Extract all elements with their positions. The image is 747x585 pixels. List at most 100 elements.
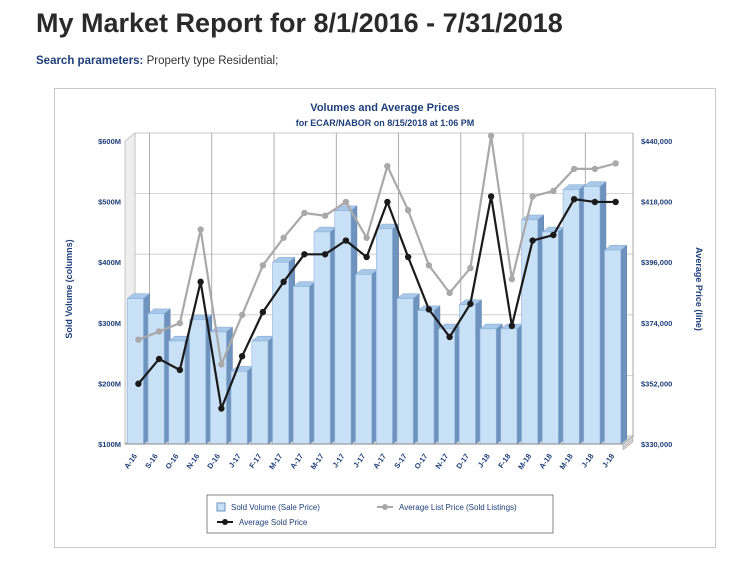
list-price-point [321, 212, 329, 219]
left-tick-label: $200M [98, 379, 121, 388]
list-price-point [342, 198, 350, 206]
list-price-point [238, 311, 246, 319]
chart-title: Volumes and Average Prices [310, 102, 459, 114]
category-label: J-18 [580, 452, 596, 469]
list-price-point [591, 165, 599, 173]
category-label: S-17 [392, 452, 408, 470]
bar-group [292, 281, 317, 445]
list-price-point [508, 275, 516, 283]
list-price-point [570, 165, 578, 173]
bar [500, 328, 518, 445]
legend-sold-label: Average Sold Price [239, 518, 308, 527]
category-label: D-16 [205, 452, 222, 470]
sold-price-point [591, 198, 599, 206]
category-label: A-17 [288, 452, 305, 470]
list-price-point [487, 132, 495, 140]
list-price-point [280, 234, 287, 241]
category-label: F-18 [496, 452, 512, 470]
category-label: A-17 [371, 452, 388, 470]
bar [562, 189, 580, 445]
right-tick-label: $396,000 [641, 258, 672, 267]
category-label: F-17 [247, 452, 263, 470]
legend-box [206, 494, 554, 534]
list-price-point [363, 234, 370, 241]
bar-group [479, 323, 503, 445]
bar-group [541, 226, 566, 445]
legend-list-label: Average List Price (Sold Listings) [399, 503, 517, 512]
report-title: My Market Report for 8/1/2016 - 7/31/201… [36, 8, 563, 38]
right-tick-label: $374,000 [641, 319, 672, 328]
list-price-point [301, 209, 308, 217]
bar [251, 340, 269, 445]
list-price-point [259, 262, 267, 269]
bar-group [126, 293, 151, 445]
category-label: J-18 [600, 452, 616, 469]
sold-price-point [280, 278, 287, 286]
category-label: J-17 [331, 452, 347, 469]
sold-price-point [529, 237, 536, 244]
bar-group [354, 268, 379, 445]
bar-group [251, 335, 275, 445]
bar-group [313, 226, 337, 445]
sold-price-point [259, 308, 267, 316]
bar [479, 328, 497, 445]
sold-price-point [508, 322, 516, 330]
category-label: A-18 [537, 452, 554, 470]
volumes-prices-chart: Volumes and Average Prices for ECAR/NABO… [64, 102, 704, 534]
bar-group [375, 223, 400, 445]
sold-price-point [612, 198, 619, 206]
category-label: O-16 [164, 452, 181, 471]
category-label: J-18 [476, 452, 492, 469]
sold-price-point [550, 231, 557, 239]
bar [272, 261, 290, 445]
category-label: J-17 [351, 452, 367, 469]
sold-price-point [155, 355, 163, 363]
list-price-line [137, 134, 616, 366]
bar [396, 298, 414, 445]
category-label: M-17 [309, 452, 326, 471]
bar-group [583, 181, 607, 445]
bar-group [417, 305, 441, 445]
left-tick-label: $100M [98, 440, 121, 449]
search-parameters: Search parameters: Property type Residen… [36, 55, 278, 67]
category-label: S-16 [143, 452, 159, 470]
right-tick-label: $418,000 [641, 198, 672, 207]
sold-price-point [384, 198, 391, 206]
sold-price-point [321, 251, 329, 258]
sold-price-point [467, 300, 474, 308]
category-label: D-17 [454, 452, 471, 470]
sold-price-point [176, 366, 184, 374]
sold-price-point [425, 306, 433, 313]
category-label: O-17 [413, 452, 430, 471]
chart-legend: Sold Volume (Sale Price) Average List Pr… [206, 494, 554, 534]
list-price-point [529, 193, 536, 200]
bar [417, 310, 435, 445]
bar-group [603, 244, 628, 445]
bar-group [520, 214, 545, 445]
sold-price-point [570, 196, 578, 203]
bar [355, 274, 373, 445]
bar [230, 370, 248, 445]
sold-price-point [363, 253, 370, 261]
bar [458, 304, 476, 445]
bar-group [458, 299, 483, 445]
category-label: A-16 [122, 452, 139, 470]
list-price-point [550, 187, 557, 195]
list-price-point [218, 361, 225, 368]
bar-group [562, 184, 586, 445]
sold-price-point [238, 353, 246, 360]
bar-group [500, 323, 524, 445]
legend-list-marker [382, 504, 388, 510]
right-tick-label: $330,000 [641, 440, 672, 449]
legend-bar-label: Sold Volume (Sale Price) [231, 503, 320, 512]
sold-price-point [135, 380, 142, 387]
bar [541, 231, 559, 445]
list-price-point [135, 336, 142, 343]
bar-side [620, 244, 627, 445]
search-parameters-label: Search parameters: [36, 55, 144, 67]
chart-frame: Volumes and Average Prices for ECAR/NABO… [54, 88, 716, 548]
left-tick-label: $400M [98, 258, 121, 267]
bar-group [396, 293, 420, 445]
bar-group [271, 256, 296, 445]
legend-sold-marker [222, 519, 228, 525]
